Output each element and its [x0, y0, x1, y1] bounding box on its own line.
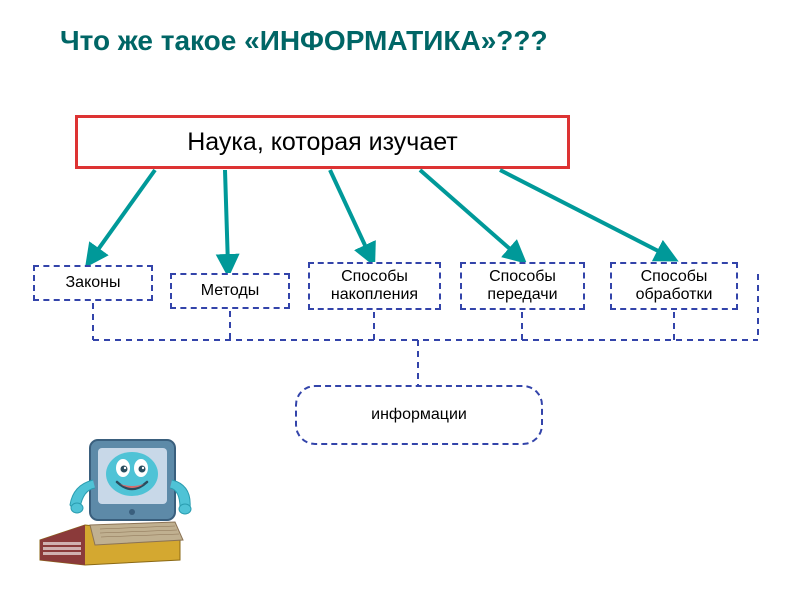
- main-concept-text: Наука, которая изучает: [187, 128, 458, 157]
- leaf-box-1: Методы: [170, 273, 290, 309]
- page-title: Что же такое «ИНФОРМАТИКА»???: [60, 25, 548, 57]
- leaf-box-2: Способы накопления: [308, 262, 441, 310]
- leaf-box-3: Способы передачи: [460, 262, 585, 310]
- bottom-info-text: информации: [371, 406, 467, 424]
- computer-clipart-icon: [35, 430, 195, 570]
- main-concept-box: Наука, которая изучает: [75, 115, 570, 169]
- leaf-box-0: Законы: [33, 265, 153, 301]
- bottom-info-box: информации: [295, 385, 543, 445]
- leaf-box-4: Способы обработки: [610, 262, 738, 310]
